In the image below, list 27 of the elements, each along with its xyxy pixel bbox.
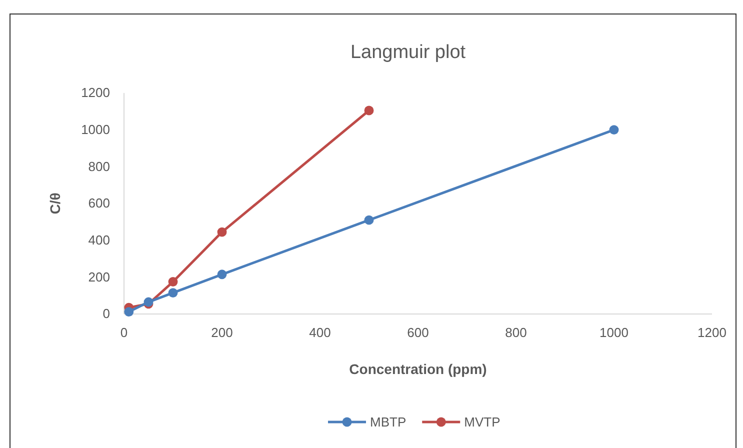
point bbox=[168, 288, 178, 298]
x-tick-label: 200 bbox=[211, 325, 233, 340]
x-tick-label: 1200 bbox=[698, 325, 726, 340]
y-tick-label: 400 bbox=[88, 232, 110, 248]
point bbox=[168, 277, 178, 286]
x-tick-label: 0 bbox=[120, 325, 128, 340]
y-tick-label: 1200 bbox=[81, 85, 110, 100]
legend-label: MBTP bbox=[370, 414, 406, 430]
point bbox=[364, 215, 374, 225]
y-axis-title: C/θ bbox=[47, 192, 63, 214]
y-tick-label: 1000 bbox=[81, 122, 110, 137]
y-tick-label: 200 bbox=[88, 269, 110, 284]
y-tick-label: 800 bbox=[88, 158, 110, 174]
x-tick-label: 1000 bbox=[600, 325, 628, 340]
point bbox=[609, 125, 619, 135]
point bbox=[217, 270, 227, 280]
point bbox=[124, 307, 134, 316]
x-tick-label: 600 bbox=[407, 325, 429, 340]
x-tick-label: 800 bbox=[505, 325, 527, 340]
x-tick-label: 400 bbox=[309, 325, 331, 340]
x-axis-title: Concentration (ppm) bbox=[349, 361, 487, 377]
y-tick-label: 600 bbox=[88, 196, 110, 211]
point bbox=[364, 106, 374, 116]
y-tick-label: 0 bbox=[102, 306, 110, 322]
chart-title: Langmuir plot bbox=[350, 42, 466, 63]
legend-label: MVTP bbox=[464, 414, 500, 430]
point bbox=[217, 227, 227, 237]
